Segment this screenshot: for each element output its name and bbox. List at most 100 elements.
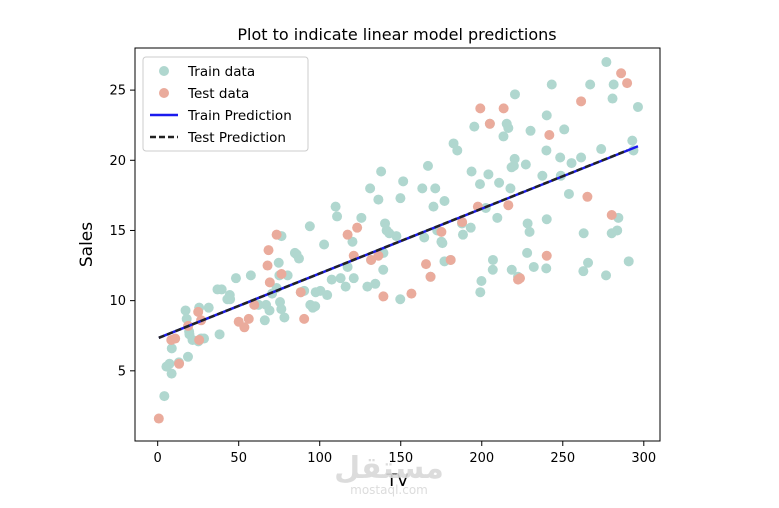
test-data-point — [262, 260, 273, 271]
x-tick-label: 200 — [469, 451, 494, 466]
train-data-point — [273, 257, 284, 268]
train-data-point — [457, 229, 468, 240]
train-data-point — [465, 222, 476, 233]
train-data-point — [259, 315, 270, 326]
train-data-point — [601, 270, 612, 281]
test-data-point — [264, 277, 275, 288]
train-data-point — [335, 273, 346, 284]
legend: Train data Test data Train Prediction Test … — [142, 56, 309, 152]
train-data-point — [398, 176, 409, 187]
train-data-point — [555, 152, 566, 163]
test-data-point — [194, 334, 205, 345]
train-data-point — [245, 270, 256, 281]
plot-frame — [134, 47, 661, 442]
train-data-point — [607, 93, 618, 104]
train-data-point — [370, 278, 381, 289]
train-data-point — [347, 236, 358, 247]
train-data-point — [166, 368, 177, 379]
test-data-point — [475, 103, 486, 114]
test-data-point — [544, 130, 555, 141]
watermark-logo-text: مستقل — [334, 451, 444, 486]
x-axis-label: TV — [385, 471, 408, 491]
test-data-point — [243, 313, 254, 324]
test-data-point — [498, 103, 509, 114]
test-data-point — [576, 96, 587, 107]
train-data-point — [469, 121, 480, 132]
x-tick-label: 50 — [230, 451, 247, 466]
test-data-point — [263, 245, 274, 256]
test-data-point — [406, 288, 417, 299]
train-data-point — [304, 221, 315, 232]
train-data-point — [520, 159, 531, 170]
watermark-url: mostaql.com — [350, 483, 428, 497]
train-data-point — [494, 177, 505, 188]
y-tick-label: 5 — [118, 364, 126, 379]
legend-label: Train data — [187, 64, 255, 80]
train-data-point — [524, 226, 535, 237]
test-data-point — [436, 226, 447, 237]
test-data-point — [352, 222, 363, 233]
train-data-point — [264, 305, 275, 316]
test-data-point — [276, 268, 287, 279]
train-data-point — [225, 294, 236, 305]
train-data-point — [475, 287, 486, 298]
train-data-point — [578, 266, 589, 277]
test-data-point — [515, 273, 525, 284]
train-data-point — [395, 294, 406, 305]
train-data-point — [159, 391, 170, 402]
test-data-point — [153, 413, 164, 424]
train-data-point — [525, 125, 536, 136]
train-data-point — [474, 179, 485, 190]
test-data-point — [193, 306, 204, 317]
test-data-point — [295, 287, 306, 298]
train-data-point — [623, 256, 634, 267]
train-data-point — [509, 153, 520, 164]
test-data-point — [373, 250, 384, 261]
train-data-point — [365, 183, 376, 194]
train-data-point — [506, 264, 517, 275]
train-data-point — [528, 261, 539, 272]
train-data-point — [601, 57, 612, 68]
test-data-point — [503, 200, 514, 211]
train-data-point — [322, 290, 333, 301]
train-data-point — [340, 281, 351, 292]
train-data-point — [522, 218, 533, 229]
test-data-point — [606, 210, 617, 221]
train-data-point — [487, 264, 498, 275]
test-data-point — [299, 313, 310, 324]
train-data-point — [166, 343, 177, 354]
x-axis: 0 50 100 150 200 250 300 — [154, 441, 656, 466]
test-data-point — [425, 271, 436, 282]
train-data-point — [522, 247, 533, 258]
train-data-point — [492, 212, 503, 223]
train-data-point — [164, 358, 175, 369]
test-data-point — [366, 254, 377, 265]
test-data-point — [421, 259, 432, 270]
test-data-point — [174, 358, 185, 369]
train-data-point — [576, 152, 587, 163]
train-data-point — [452, 145, 463, 156]
train-data-point — [310, 301, 321, 312]
test-data-point — [342, 229, 353, 240]
train-data-point — [483, 169, 494, 180]
test-data-point — [616, 68, 627, 79]
x-tick-label: 300 — [631, 451, 656, 466]
train-data-point — [585, 79, 596, 90]
train-data-point — [376, 166, 387, 177]
legend-box — [142, 56, 309, 152]
train-data-point — [216, 284, 227, 295]
train-data-point — [537, 170, 548, 181]
train-data-point — [279, 312, 290, 323]
x-tick-label: 100 — [307, 451, 332, 466]
y-axis: 5 10 15 20 25 — [109, 84, 135, 379]
legend-label: Test Prediction — [187, 130, 286, 146]
test-data-point — [445, 254, 456, 265]
train-data-point — [428, 201, 439, 212]
train-data-point — [439, 195, 450, 206]
train-data-point — [583, 257, 594, 268]
test-prediction-line — [158, 149, 628, 339]
train-data-point — [214, 329, 225, 340]
test-data-point — [170, 333, 181, 344]
y-tick-label: 10 — [109, 294, 126, 309]
train-data-point — [391, 231, 402, 242]
